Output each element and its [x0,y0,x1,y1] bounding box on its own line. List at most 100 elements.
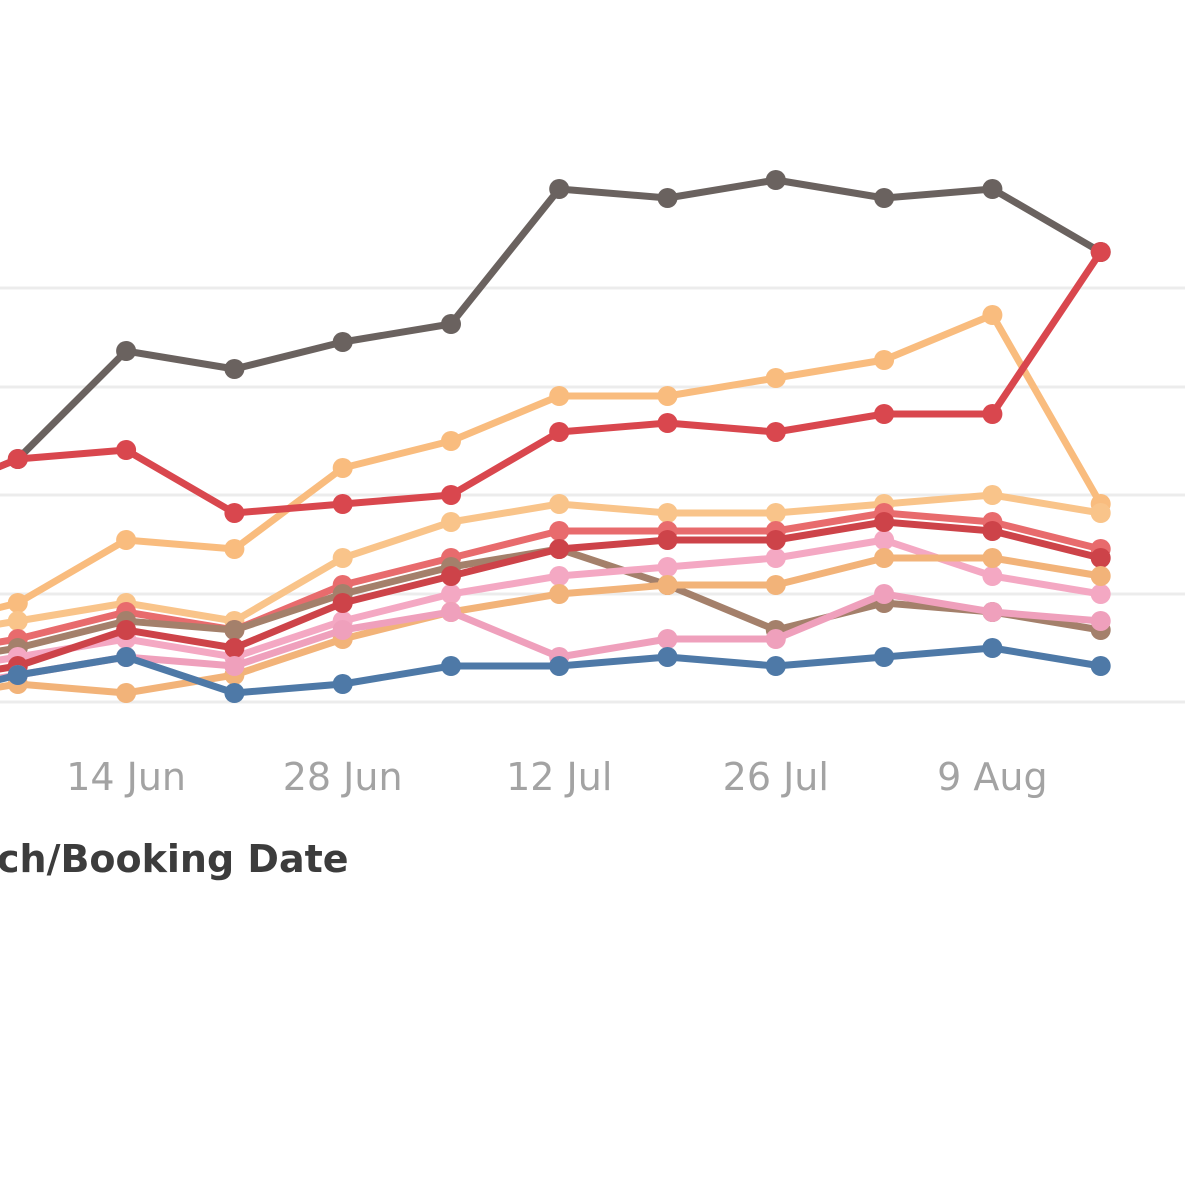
x-axis-title: ch/Booking Date [0,837,349,881]
data-point [332,593,353,613]
data-point [874,584,895,604]
data-point [765,422,786,442]
data-point [657,413,678,433]
data-point [224,656,245,676]
x-axis-ticks: 14 Jun 28 Jun 12 Jul 26 Jul 9 Aug [66,755,1047,799]
data-point [116,647,137,667]
data-point [332,548,353,568]
data-point [441,485,461,505]
data-point [874,548,895,568]
data-point [765,575,786,595]
data-point [332,458,353,478]
data-point [116,530,137,550]
data-point [1090,584,1111,604]
series-8 [0,512,1111,676]
data-point [765,368,786,388]
data-point [765,656,786,676]
data-point [874,530,895,550]
data-point [549,386,570,406]
data-point [982,521,1003,541]
series-11 [0,638,1111,703]
data-point [1090,548,1111,568]
data-point [441,431,461,451]
data-point [874,404,895,424]
data-point [224,359,245,379]
data-point [874,512,895,532]
data-point [549,179,570,199]
x-tick-label: 14 Jun [66,755,186,799]
data-point [7,611,28,631]
data-point [549,422,570,442]
data-point [441,566,461,586]
series-2 [0,305,1111,613]
data-point [765,548,786,568]
data-point [874,350,895,370]
data-point [1090,242,1111,262]
data-point [116,620,137,640]
data-point [657,575,678,595]
data-point [657,188,678,208]
data-point [7,665,28,685]
data-point [441,602,461,622]
series-line [0,644,1105,697]
data-point [982,566,1003,586]
data-point [657,503,678,523]
data-point [224,683,245,703]
data-point [549,566,570,586]
data-point [116,341,137,361]
series-line [0,509,1105,646]
data-point [1090,611,1111,631]
x-tick-label: 26 Jul [723,755,829,799]
data-point [7,449,28,469]
data-point [1090,566,1111,586]
data-point [549,521,570,541]
data-point [765,629,786,649]
data-point [657,647,678,667]
data-point [224,539,245,559]
series-3 [0,242,1111,523]
x-tick-label: 28 Jun [283,755,403,799]
data-point [982,548,1003,568]
data-point [116,683,137,703]
data-point [874,188,895,208]
data-point [1090,656,1111,676]
x-tick-label: 9 Aug [937,755,1047,799]
series-4 [0,485,1111,631]
data-point [982,485,1003,505]
data-point [765,530,786,550]
data-point [982,179,1003,199]
series-lines [0,170,1111,703]
data-point [441,314,461,334]
data-point [549,494,570,514]
series-line [0,491,1105,628]
data-point [765,503,786,523]
series-line [0,554,1105,697]
data-point [1090,503,1111,523]
data-point [657,557,678,577]
data-point [549,656,570,676]
x-tick-label: 12 Jul [506,755,612,799]
data-point [441,512,461,532]
series-line [0,545,1105,655]
data-point [657,530,678,550]
data-point [224,638,245,658]
data-point [549,539,570,559]
data-point [982,305,1003,325]
data-point [982,404,1003,424]
series-1 [0,170,1111,471]
series-line [0,311,1105,612]
data-point [657,629,678,649]
data-point [549,584,570,604]
data-point [332,494,353,514]
series-line [0,176,1105,471]
data-point [116,440,137,460]
data-point [332,674,353,694]
data-point [7,593,28,613]
data-point [332,332,353,352]
series-line [0,536,1105,664]
data-point [982,602,1003,622]
data-point [332,620,353,640]
data-point [224,620,245,640]
data-point [982,638,1003,658]
data-point [441,584,461,604]
